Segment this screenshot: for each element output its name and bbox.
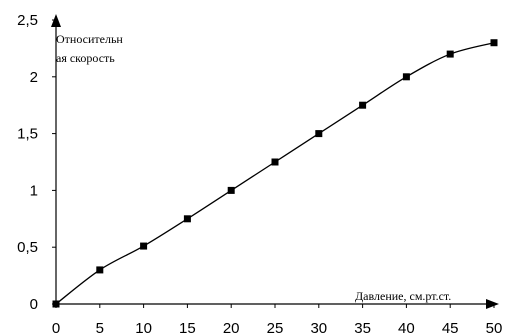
data-point-marker (183, 215, 191, 223)
data-point-marker (402, 73, 410, 81)
x-tick-label: 15 (179, 320, 196, 336)
y-axis-label-line-2: ая скорость (56, 51, 115, 65)
y-tick-label: 2 (30, 69, 38, 86)
x-tick-label: 25 (267, 320, 284, 336)
data-point-marker (96, 266, 104, 274)
data-point-marker (359, 101, 367, 109)
x-tick-label: 30 (310, 320, 327, 336)
y-tick-label: 1 (30, 182, 38, 199)
x-tick-label: 10 (135, 320, 152, 336)
x-tick-label: 45 (442, 320, 459, 336)
x-axis-ticks: 0 5 10 15 20 25 30 35 40 45 50 (52, 304, 503, 336)
data-point-marker (227, 186, 235, 194)
y-axis-ticks: 0 0,5 1 1,5 2 2,5 (17, 12, 56, 313)
x-tick-label: 5 (96, 320, 104, 336)
series-curve (55, 42, 495, 305)
y-tick-label: 1,5 (17, 126, 38, 143)
data-point-marker (446, 50, 454, 58)
series-markers (52, 39, 498, 308)
series-line (55, 42, 495, 305)
x-axis-label: Давление, см.рт.ст. (355, 289, 451, 303)
x-tick-label: 40 (398, 320, 415, 336)
data-point-marker (490, 39, 498, 47)
data-point-marker (52, 300, 60, 308)
x-tick-label: 35 (354, 320, 371, 336)
y-tick-label: 2,5 (17, 12, 38, 29)
data-point-marker (315, 130, 323, 138)
y-axis-label-line-1: Относительн (56, 32, 123, 46)
y-tick-label: 0,5 (17, 239, 38, 256)
x-tick-label: 50 (486, 320, 503, 336)
x-tick-label: 20 (223, 320, 240, 336)
x-axis-arrow (486, 299, 499, 309)
y-tick-label: 0 (30, 296, 38, 313)
data-point-marker (271, 158, 279, 166)
x-tick-label: 0 (52, 320, 60, 336)
data-point-marker (140, 242, 148, 250)
